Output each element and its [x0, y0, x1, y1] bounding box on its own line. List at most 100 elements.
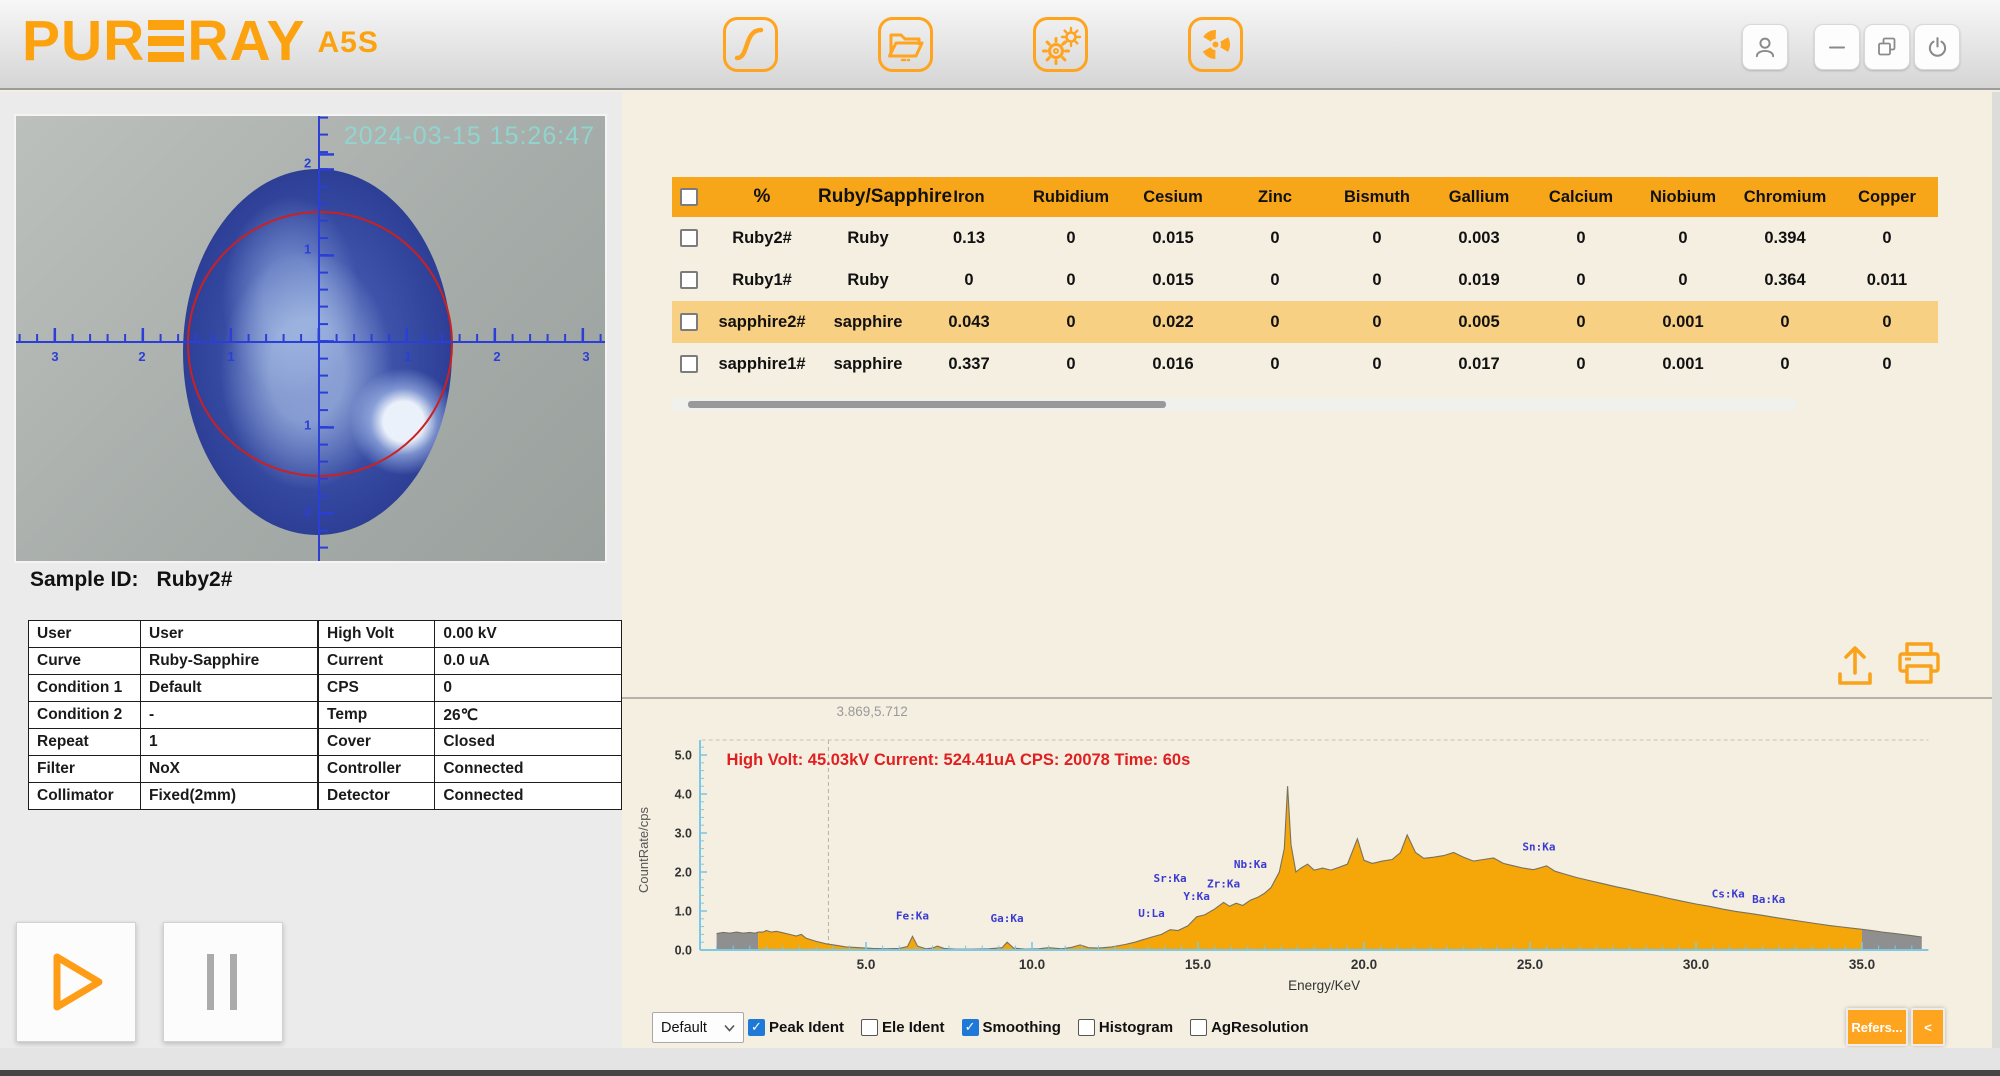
results-row[interactable]: sapphire2#sapphire0.04300.022000.00500.0…	[672, 301, 1938, 343]
results-row[interactable]: sapphire1#sapphire0.33700.016000.01700.0…	[672, 343, 1938, 385]
minimize-button[interactable]	[1814, 24, 1860, 70]
spectrum-chart[interactable]: 3.869,5.7125.010.015.020.025.030.035.00.…	[628, 700, 1993, 1010]
results-column-header[interactable]: Iron	[918, 188, 1020, 207]
results-column-header[interactable]: Chromium	[1734, 188, 1836, 207]
hscrollbar-thumb[interactable]	[688, 401, 1166, 408]
spectrum-low-gray	[717, 932, 759, 950]
select-all-checkbox[interactable]	[680, 188, 698, 206]
refers-button[interactable]: Refers...	[1846, 1008, 1908, 1046]
print-button[interactable]	[1893, 640, 1945, 695]
ruler-v-label: 1	[304, 418, 311, 433]
peak-label-ba-ka: Ba:Ka	[1752, 893, 1785, 906]
peak-label-sn-ka: Sn:Ka	[1522, 841, 1555, 854]
export-button[interactable]	[1832, 642, 1878, 695]
checkbox-unchecked-icon[interactable]	[1190, 1019, 1207, 1036]
sample-id-value: Ruby2#	[157, 568, 233, 591]
option-checkbox-ele-ident[interactable]: Ele Ident	[861, 1019, 945, 1036]
sample-type-cell: Ruby	[818, 229, 918, 248]
element-value-cell: 0.017	[1428, 355, 1530, 374]
pause-button[interactable]	[163, 922, 283, 1042]
power-button[interactable]	[1914, 24, 1960, 70]
row-checkbox[interactable]	[680, 229, 698, 247]
x-tick-label: 25.0	[1517, 957, 1543, 972]
acquisition-status-text: High Volt: 45.03kV Current: 524.41uA CPS…	[727, 751, 1191, 769]
crosshair-vertical	[318, 116, 320, 561]
results-hscrollbar	[672, 398, 1796, 411]
element-value-cell: 0.015	[1122, 229, 1224, 248]
results-row[interactable]: Ruby2#Ruby0.1300.015000.003000.3940	[672, 217, 1938, 259]
peak-label-y-ka: Y:Ka	[1183, 890, 1210, 903]
sample-name-cell: Ruby2#	[706, 229, 818, 248]
option-checkbox-agresolution[interactable]: AgResolution	[1190, 1019, 1309, 1036]
row-checkbox[interactable]	[680, 355, 698, 373]
settings-icon-button[interactable]	[1032, 16, 1089, 73]
element-value-cell: 0.019	[1428, 271, 1530, 290]
ruler-h-label: 1	[404, 349, 411, 364]
checkbox-label: Ele Ident	[882, 1019, 945, 1036]
topbar: PUR RAY A5S	[0, 0, 2000, 90]
cursor-coordinates: 3.869,5.712	[836, 704, 907, 719]
start-button[interactable]	[16, 922, 136, 1042]
curve-icon-button[interactable]	[722, 16, 779, 73]
results-column-header[interactable]: Zinc	[1224, 188, 1326, 207]
element-value-cell: 0	[1224, 229, 1326, 248]
element-value-cell: 0	[1326, 271, 1428, 290]
info-label: Current	[319, 648, 435, 675]
sample-type-cell: sapphire	[818, 355, 918, 374]
option-checkbox-smoothing[interactable]: ✓Smoothing	[962, 1019, 1061, 1036]
checkbox-checked-icon[interactable]: ✓	[748, 1019, 765, 1036]
spectrum-main	[758, 786, 1862, 950]
pause-icon	[201, 952, 245, 1012]
brand-e-glyph	[148, 20, 184, 62]
ruler-h-major-ticks	[16, 328, 605, 342]
ruler-h-label: 2	[138, 349, 145, 364]
checkbox-checked-icon[interactable]: ✓	[962, 1019, 979, 1036]
results-column-header[interactable]: Copper	[1836, 188, 1938, 207]
element-value-cell: 0	[1734, 355, 1836, 374]
user-button[interactable]	[1742, 24, 1788, 70]
info-label: Controller	[319, 756, 435, 783]
element-value-cell: 0.003	[1428, 229, 1530, 248]
ruler-v-label: 2	[304, 504, 311, 519]
results-column-header[interactable]: Ruby/Sapphire	[818, 186, 918, 208]
checkbox-unchecked-icon[interactable]	[861, 1019, 878, 1036]
option-checkbox-peak-ident[interactable]: ✓Peak Ident	[748, 1019, 844, 1036]
results-column-header[interactable]: Niobium	[1632, 188, 1734, 207]
y-tick-label: 4.0	[675, 788, 692, 802]
checkbox-unchecked-icon[interactable]	[1078, 1019, 1095, 1036]
results-column-header[interactable]: Cesium	[1122, 188, 1224, 207]
row-checkbox[interactable]	[680, 271, 698, 289]
results-column-header[interactable]: Bismuth	[1326, 188, 1428, 207]
restore-button[interactable]	[1864, 24, 1910, 70]
option-checkbox-histogram[interactable]: Histogram	[1078, 1019, 1173, 1036]
open-folder-icon-button[interactable]	[877, 16, 934, 73]
info-label: Detector	[319, 783, 435, 810]
peak-label-ga-ka: Ga:Ka	[991, 912, 1024, 925]
results-column-header[interactable]: Rubidium	[1020, 188, 1122, 207]
play-icon	[45, 949, 107, 1015]
ruler-h-label: 2	[493, 349, 500, 364]
instrument-status-table: High Volt0.00 kVCurrent0.0 uACPS0Temp26℃…	[318, 620, 622, 810]
checkbox-label: Peak Ident	[769, 1019, 844, 1036]
results-column-header[interactable]: %	[706, 186, 818, 208]
info-value: 1	[141, 729, 318, 756]
radiation-icon-button[interactable]	[1187, 16, 1244, 73]
display-mode-select[interactable]: Default	[652, 1012, 744, 1043]
info-value: 0	[435, 675, 622, 702]
x-tick-label: 20.0	[1351, 957, 1377, 972]
display-mode-value: Default	[661, 1020, 707, 1036]
x-tick-label: 10.0	[1019, 957, 1045, 972]
results-row[interactable]: Ruby1#Ruby000.015000.019000.3640.011	[672, 259, 1938, 301]
chevron-down-icon	[724, 1024, 735, 1032]
minimize-icon	[1825, 35, 1849, 59]
results-column-header[interactable]: Gallium	[1428, 188, 1530, 207]
x-tick-label: 35.0	[1849, 957, 1875, 972]
restore-icon	[1875, 35, 1899, 59]
results-column-header[interactable]: Calcium	[1530, 188, 1632, 207]
info-value: Ruby-Sapphire	[141, 648, 318, 675]
collapse-button[interactable]: <	[1911, 1008, 1945, 1046]
chart-separator	[622, 697, 1992, 699]
element-value-cell: 0	[1224, 355, 1326, 374]
row-checkbox[interactable]	[680, 313, 698, 331]
settings-gears-icon	[1032, 16, 1089, 73]
